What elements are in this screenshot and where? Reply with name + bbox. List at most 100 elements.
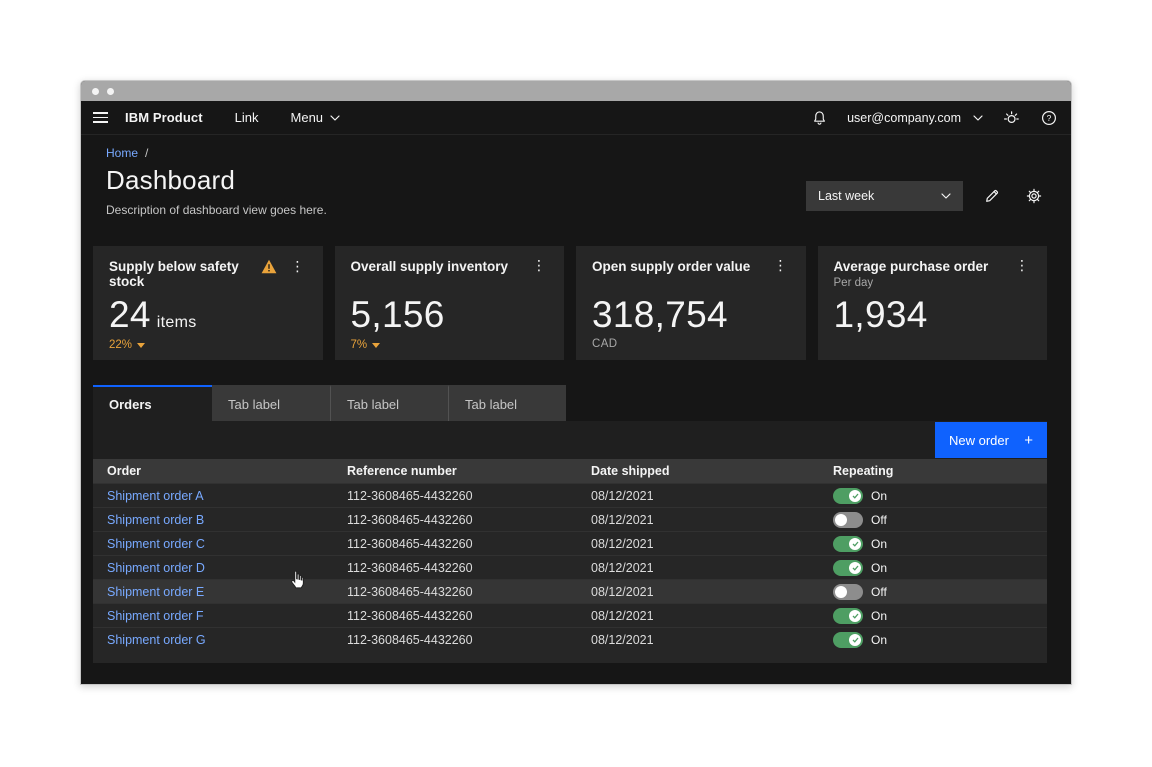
order-link[interactable]: Shipment order C <box>107 536 205 551</box>
toggle-knob <box>849 609 861 622</box>
toggle-track <box>833 631 863 648</box>
nav-menu[interactable]: Menu <box>291 110 341 125</box>
table-row[interactable]: Shipment order D 112-3608465-4432260 08/… <box>93 555 1047 579</box>
repeating-toggle[interactable]: On <box>833 559 888 576</box>
page-description: Description of dashboard view goes here. <box>106 203 327 217</box>
trend-down-icon <box>372 342 381 348</box>
toggle-knob <box>835 513 847 526</box>
reference-number-cell: 112-3608465-4432260 <box>347 632 473 647</box>
card-delta: 22% <box>109 339 146 351</box>
tab-label-1[interactable]: Tab label <box>212 385 330 421</box>
warning-icon <box>261 259 276 274</box>
toggle-track <box>833 535 863 552</box>
order-link[interactable]: Shipment order F <box>107 608 204 623</box>
card-value: 24 items <box>109 294 197 335</box>
card-value: 1,934 <box>833 294 928 335</box>
kpi-card-overall-supply-inventory: Overall supply inventory ⋮ 5,156 7% <box>334 246 564 360</box>
column-header-repeating: Repeating <box>833 464 894 478</box>
order-link[interactable]: Shipment order B <box>107 512 205 527</box>
toggle-track <box>833 487 863 504</box>
window-dot <box>92 87 99 95</box>
table-row[interactable]: Shipment order B 112-3608465-4432260 08/… <box>93 507 1047 531</box>
overflow-menu-icon[interactable]: ⋮ <box>290 258 305 275</box>
toggle-state-label: On <box>871 560 888 575</box>
new-order-button[interactable]: New order + <box>935 422 1047 458</box>
table-row-hovered[interactable]: Shipment order E 112-3608465-4432260 08/… <box>93 579 1047 603</box>
toggle-state-label: Off <box>871 584 887 599</box>
toggle-state-label: On <box>871 488 888 503</box>
reference-number-cell: 112-3608465-4432260 <box>347 536 473 551</box>
help-icon[interactable]: ? <box>1039 108 1059 128</box>
chevron-down-icon <box>973 114 983 121</box>
period-dropdown-value: Last week <box>818 189 875 203</box>
order-link[interactable]: Shipment order G <box>107 632 206 647</box>
date-shipped-cell: 08/12/2021 <box>591 632 654 647</box>
table-row[interactable]: Shipment order G 112-3608465-4432260 08/… <box>93 627 1047 651</box>
nav-link[interactable]: Link <box>234 110 259 125</box>
period-dropdown[interactable]: Last week <box>806 181 963 211</box>
order-link[interactable]: Shipment order A <box>107 488 204 503</box>
table-row[interactable]: Shipment order F 112-3608465-4432260 08/… <box>93 603 1047 627</box>
user-email: user@company.com <box>847 110 961 125</box>
column-header-reference-number: Reference number <box>347 464 457 478</box>
light-theme-icon[interactable] <box>1001 108 1021 128</box>
kpi-cards: Supply below safety stock ⋮ 24 items 22% … <box>93 246 1047 360</box>
date-shipped-cell: 08/12/2021 <box>591 512 654 527</box>
card-value: 5,156 <box>350 294 445 335</box>
overflow-menu-icon[interactable]: ⋮ <box>532 258 546 274</box>
app-header: IBM Product Link Menu user@company.com ? <box>81 101 1071 135</box>
edit-pencil-icon[interactable] <box>979 183 1005 209</box>
window-titlebar <box>81 81 1071 101</box>
settings-gear-icon[interactable] <box>1021 183 1047 209</box>
toggle-track <box>833 559 863 576</box>
repeating-toggle[interactable]: On <box>833 487 888 504</box>
date-shipped-cell: 08/12/2021 <box>591 560 654 575</box>
card-title: Open supply order value <box>592 259 751 274</box>
notifications-bell-icon[interactable] <box>809 108 829 128</box>
reference-number-cell: 112-3608465-4432260 <box>347 512 473 527</box>
repeating-toggle[interactable]: On <box>833 607 888 624</box>
toggle-state-label: Off <box>871 512 887 527</box>
table-row[interactable]: Shipment order A 112-3608465-4432260 08/… <box>93 483 1047 507</box>
tab-label-3[interactable]: Tab label <box>448 385 566 421</box>
toggle-knob <box>849 537 861 550</box>
card-value: 318,754 <box>592 294 728 335</box>
toggle-track <box>833 607 863 624</box>
kpi-card-average-purchase-order: Average purchase order ⋮ Per day 1,934 <box>817 246 1047 360</box>
menu-hamburger-icon[interactable] <box>93 101 123 135</box>
toggle-track <box>833 583 863 600</box>
card-unit: CAD <box>592 338 618 350</box>
order-link[interactable]: Shipment order E <box>107 584 205 599</box>
table-toolbar: New order + <box>93 421 1047 459</box>
order-link[interactable]: Shipment order D <box>107 560 205 575</box>
product-name[interactable]: IBM Product <box>125 110 203 125</box>
breadcrumb-home-link[interactable]: Home <box>106 146 139 160</box>
overflow-menu-icon[interactable]: ⋮ <box>773 258 788 274</box>
user-account-menu[interactable]: user@company.com <box>847 111 983 125</box>
repeating-toggle[interactable]: Off <box>833 511 887 528</box>
column-header-order: Order <box>107 464 142 478</box>
repeating-toggle[interactable]: On <box>833 631 887 648</box>
breadcrumb-separator: / <box>145 146 149 160</box>
table-row[interactable]: Shipment order C 112-3608465-4432260 08/… <box>93 531 1047 555</box>
reference-number-cell: 112-3608465-4432260 <box>347 584 473 599</box>
tab-orders[interactable]: Orders <box>93 385 212 421</box>
tab-label-2[interactable]: Tab label <box>330 385 448 421</box>
overflow-menu-icon[interactable]: ⋮ <box>1015 258 1029 274</box>
chevron-down-icon <box>330 114 340 121</box>
repeating-toggle[interactable]: On <box>833 535 888 552</box>
card-title: Supply below safety stock <box>109 259 239 289</box>
card-title: Average purchase order <box>833 259 989 274</box>
card-subtitle: Per day <box>833 277 874 289</box>
repeating-toggle[interactable]: Off <box>833 583 887 600</box>
toggle-state-label: On <box>871 536 888 551</box>
toggle-knob <box>835 585 847 598</box>
toggle-state-label: On <box>871 608 888 623</box>
date-shipped-cell: 08/12/2021 <box>591 488 654 503</box>
card-title: Overall supply inventory <box>350 259 509 274</box>
page-title: Dashboard <box>106 165 235 195</box>
orders-tabs: Orders Tab label Tab label Tab label <box>93 385 1047 421</box>
kpi-card-open-supply-order-value: Open supply order value ⋮ 318,754 CAD <box>576 246 806 360</box>
reference-number-cell: 112-3608465-4432260 <box>347 488 473 503</box>
plus-icon: + <box>1024 431 1033 449</box>
